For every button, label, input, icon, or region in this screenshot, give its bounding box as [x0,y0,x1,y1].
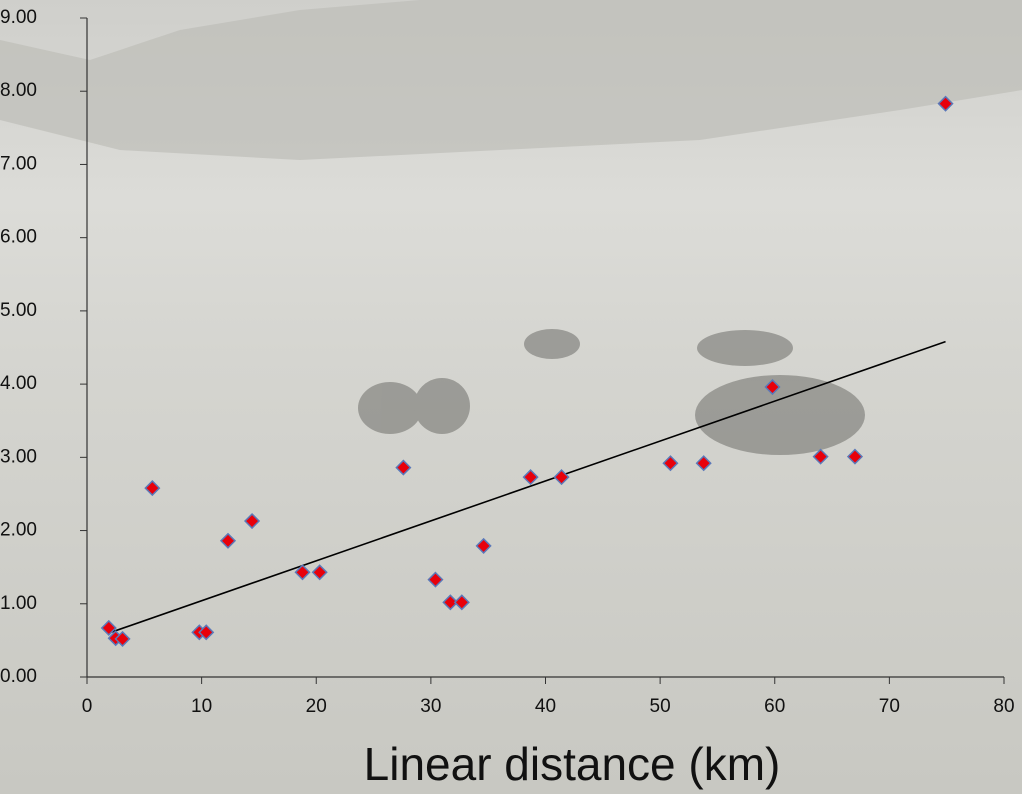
point [453,594,470,611]
x-tick-label: 60 [764,696,785,717]
mountains [0,0,1022,160]
x-tick-label: 40 [535,696,556,717]
point [294,564,311,581]
point [100,619,117,637]
x-axis-title: Linear distance (km) [364,738,781,790]
point [395,459,412,476]
point [198,624,215,641]
point [427,571,444,588]
point [219,532,237,549]
y-tick-label: 9.00 [0,7,37,28]
y-tick-label: 0.00 [0,666,37,687]
point [243,512,261,530]
x-tick-label: 50 [650,696,671,717]
y-tick-label: 3.00 [0,446,37,467]
point [442,594,459,611]
y-tick-label: 5.00 [0,300,37,321]
y-tick-label: 1.00 [0,593,37,614]
point [695,455,712,472]
trendline [108,340,946,634]
point [114,630,131,647]
x-tick-label: 80 [993,696,1014,717]
y-tick-label: 4.00 [0,373,37,394]
point [311,564,328,581]
point [144,480,161,497]
x-tick-label: 30 [420,696,441,717]
point [662,455,679,472]
point [846,448,864,465]
point [937,95,954,112]
y-tick-label: 2.00 [0,520,37,541]
x-tick-label: 10 [191,696,212,717]
y-tick-label: 6.00 [0,227,37,248]
x-tick-label: 0 [82,696,93,717]
point [475,537,492,554]
y-tick-label: 7.00 [0,153,37,174]
point [812,448,829,465]
yaks [358,329,865,455]
point [553,469,570,486]
x-tick-label: 70 [879,696,900,717]
y-tick-label: 8.00 [0,80,37,101]
point [764,378,781,396]
point [522,469,539,486]
x-tick-label: 20 [306,696,327,717]
